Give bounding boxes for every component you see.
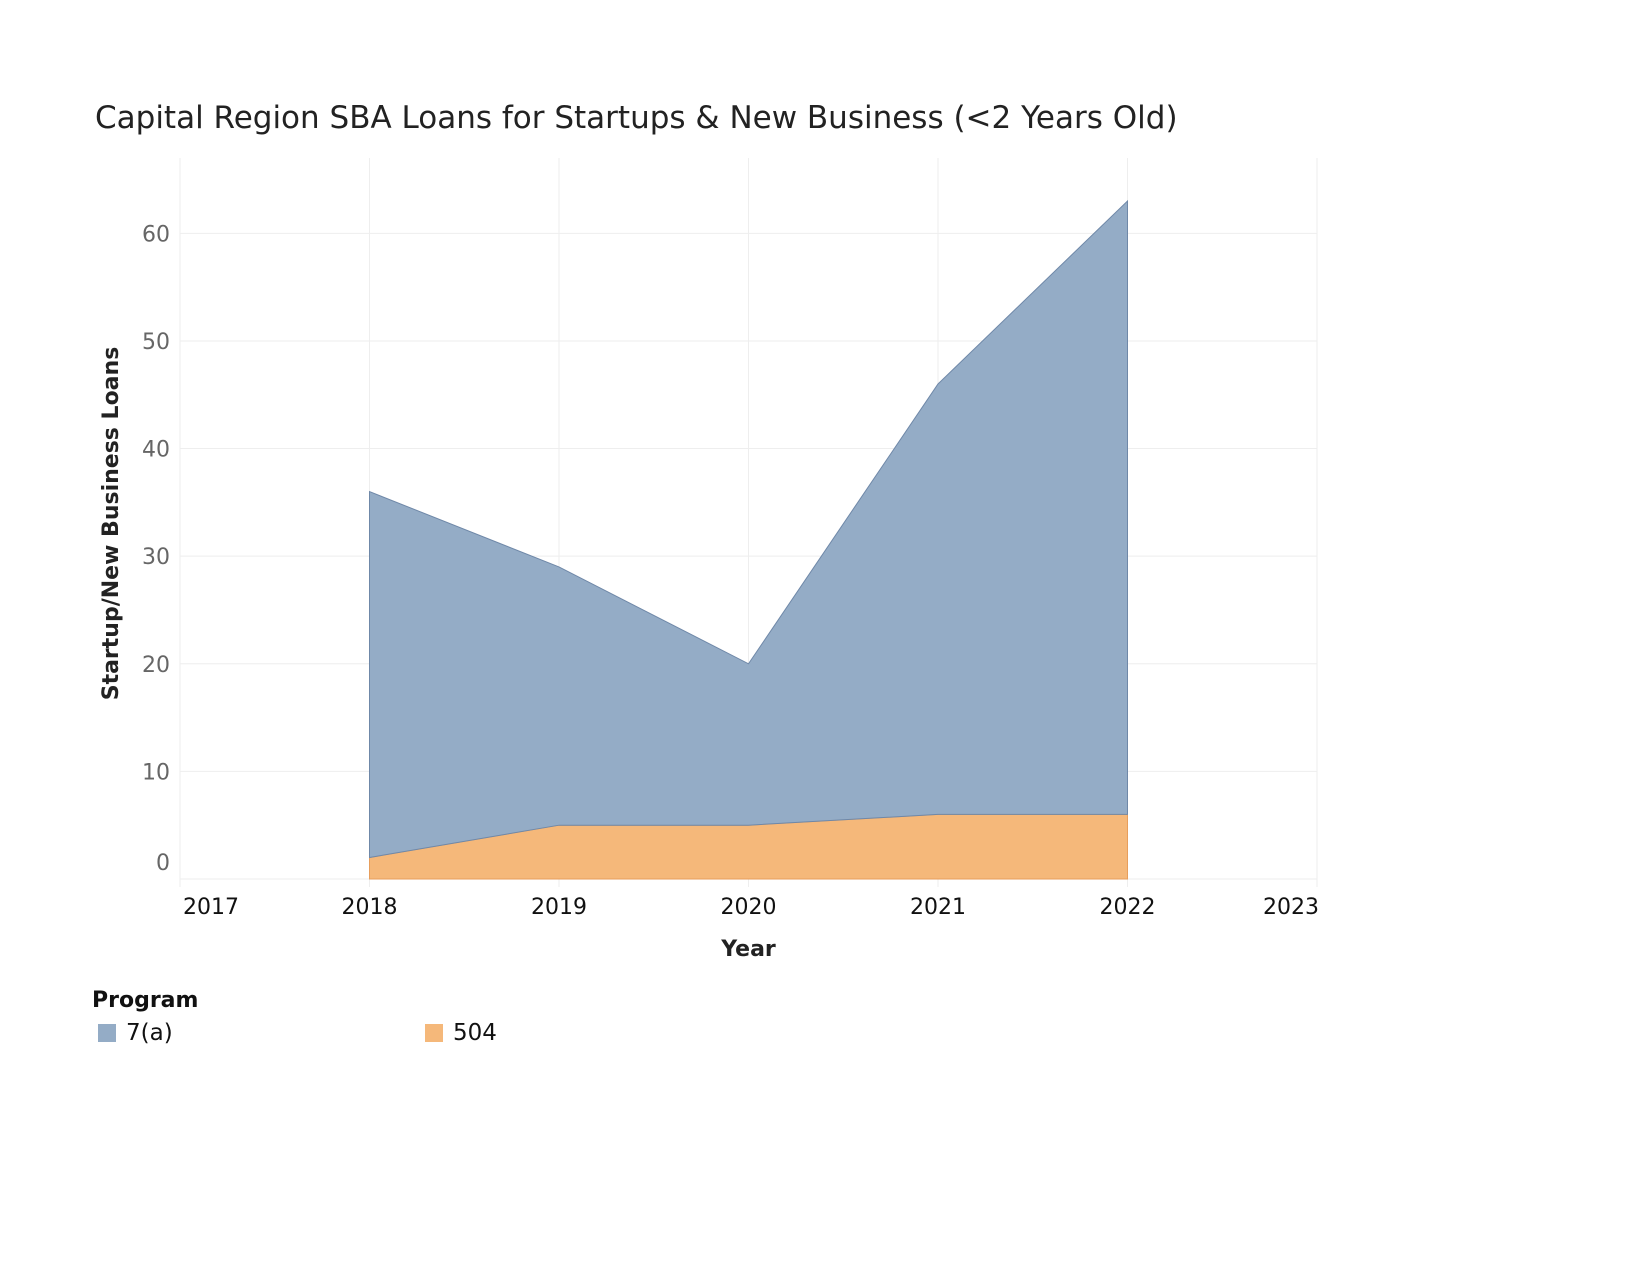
y-axis-label: Startup/New Business Loans: [99, 347, 124, 701]
y-tick-label: 10: [142, 760, 170, 785]
chart-title: Capital Region SBA Loans for Startups & …: [95, 100, 1178, 136]
area-7a: [369, 199, 1128, 859]
x-tick-label: 2018: [342, 895, 398, 920]
y-tick-label: 50: [142, 330, 170, 355]
y-tick-label: 30: [142, 545, 170, 570]
y-tick-label: 60: [142, 222, 170, 247]
legend-label: 7(a): [126, 1020, 173, 1046]
x-axis-label: Year: [720, 937, 776, 962]
legend-label: 504: [453, 1020, 497, 1046]
legend-swatch: [425, 1024, 443, 1042]
x-tick-label: 2022: [1100, 895, 1156, 920]
x-tick-label: 2019: [531, 895, 587, 920]
legend-title: Program: [92, 988, 199, 1013]
legend-item-7a[interactable]: 7(a): [98, 1020, 173, 1046]
legend-swatch: [98, 1024, 116, 1042]
x-tick-label: 2023: [1263, 895, 1319, 920]
x-tick-label: 2020: [721, 895, 777, 920]
y-tick-label: 20: [142, 653, 170, 678]
x-tick-label: 2017: [183, 895, 239, 920]
y-tick-label: 0: [156, 851, 170, 876]
legend-item-504[interactable]: 504: [425, 1020, 497, 1046]
x-tick-label: 2021: [910, 895, 966, 920]
y-tick-label: 40: [142, 438, 170, 463]
